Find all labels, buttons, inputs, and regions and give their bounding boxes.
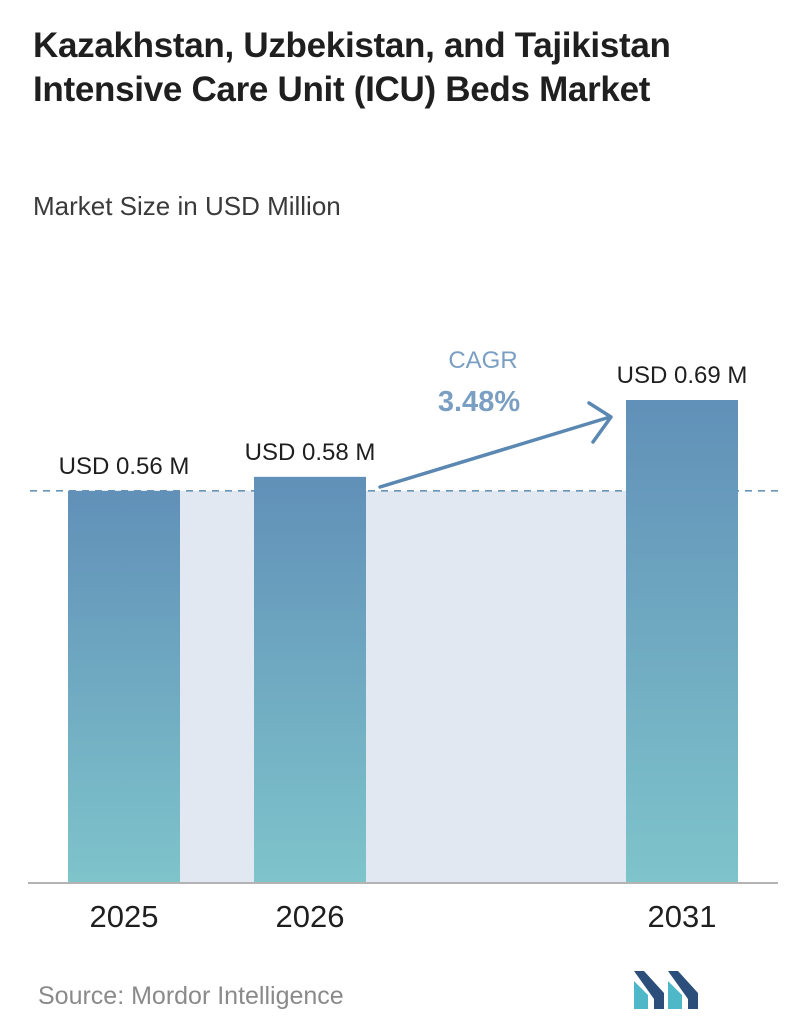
chart-subtitle: Market Size in USD Million	[33, 191, 341, 221]
cagr-value: 3.48%	[438, 386, 520, 418]
cagr-label: CAGR	[448, 347, 517, 374]
data-label-2026: USD 0.58 M	[245, 439, 376, 466]
x-tick-label-2025: 2025	[90, 899, 159, 934]
reference-band	[180, 490, 626, 882]
bar-2031	[626, 400, 738, 882]
chart-title: Kazakhstan, Uzbekistan, and Tajikistan I…	[33, 26, 671, 109]
cagr-arrow-line	[378, 415, 612, 489]
cagr-arrow-head-icon	[587, 401, 613, 444]
data-label-2025: USD 0.56 M	[59, 453, 190, 480]
x-tick-label-2031: 2031	[648, 899, 717, 934]
source-note: Source: Mordor Intelligence	[38, 982, 344, 1010]
bar-chart: 2025 2026 2031 USD 0.56 M USD 0.58 M USD 0.6…	[28, 347, 780, 934]
data-label-2031: USD 0.69 M	[617, 362, 748, 389]
x-tick-label-2026: 2026	[276, 899, 345, 934]
mordor-intelligence-logo-icon	[634, 971, 698, 1009]
bar-2026	[254, 476, 366, 882]
bar-2025	[68, 490, 180, 882]
